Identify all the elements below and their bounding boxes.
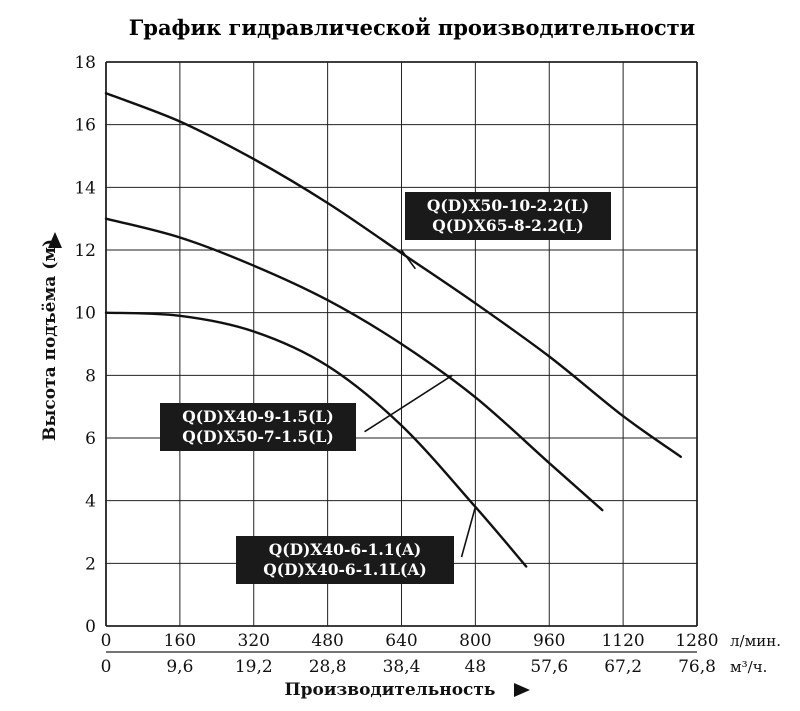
y-axis-label: Высота подъёма (м): [40, 239, 60, 441]
model-label-text: Q(D)X50-7-1.5(L): [182, 427, 333, 446]
chart-title: График гидравлической производительности: [129, 15, 695, 40]
x-tick-labels: 0 160 320 480 640 800 960 1120 1280: [101, 631, 719, 651]
y-tick-label: 18: [74, 53, 96, 73]
y-tick-label: 8: [85, 366, 96, 386]
model-label-text: Q(D)X40-6-1.1L(A): [263, 560, 426, 579]
x-unit-primary: л/мин.: [730, 632, 781, 650]
y-tick-label: 14: [74, 178, 96, 198]
x-axis-label: Производительность: [285, 680, 496, 700]
x-secondary-tick-label: 0: [101, 657, 112, 677]
x-secondary-tick-label: 38,4: [383, 657, 421, 677]
model-label-box: [160, 403, 356, 451]
x-tick-label: 1120: [601, 631, 644, 651]
series-line-3: [104, 311, 528, 568]
label-leader-2: [364, 374, 453, 433]
x-secondary-tick-labels: 0 9,6 19,2 28,8 38,4 48 57,6 67,2 76,8: [101, 651, 716, 677]
x-tick-label: 320: [238, 631, 270, 651]
model-label-box: [405, 192, 611, 240]
label-leader-3: [460, 506, 477, 558]
model-label-box: [236, 536, 454, 584]
y-tick-label: 0: [85, 617, 96, 637]
y-tick-label: 12: [74, 241, 96, 261]
x-tick-label: 160: [164, 631, 196, 651]
x-secondary-tick-label: 57,6: [530, 657, 568, 677]
y-tick-label: 6: [85, 429, 96, 449]
x-secondary-tick-label: 76,8: [678, 657, 716, 677]
series-line-1: [104, 92, 682, 458]
y-tick-label: 4: [85, 492, 96, 512]
y-tick-label: 10: [74, 304, 96, 324]
model-label-text: Q(D)X40-6-1.1(A): [269, 540, 422, 559]
x-tick-label: 480: [311, 631, 343, 651]
x-secondary-tick-label: 67,2: [604, 657, 642, 677]
y-tick-labels: 0 2 4 6 8 10 12 14 16 18: [74, 53, 96, 637]
x-unit-secondary: м³/ч.: [730, 658, 767, 676]
x-tick-label: 640: [385, 631, 417, 651]
model-label-boxes: Q(D)X50-10-2.2(L)Q(D)X65-8-2.2(L) Q(D)X40…: [160, 192, 611, 584]
x-tick-label: 1280: [675, 631, 718, 651]
y-tick-label: 16: [74, 116, 96, 136]
series-line-2: [104, 217, 604, 512]
x-axis-arrow-icon: [514, 683, 530, 697]
x-tick-label: 800: [459, 631, 491, 651]
y-tick-label: 2: [85, 554, 96, 574]
model-label-2: Q(D)X40-9-1.5(L)Q(D)X50-7-1.5(L): [160, 403, 356, 451]
label-leader-1: [400, 249, 416, 270]
model-label-text: Q(D)X65-8-2.2(L): [432, 216, 583, 235]
x-tick-label: 960: [533, 631, 565, 651]
model-label-3: Q(D)X40-6-1.1(A)Q(D)X40-6-1.1L(A): [236, 536, 454, 584]
model-label-text: Q(D)X40-9-1.5(L): [182, 407, 333, 426]
x-secondary-tick-label: 19,2: [235, 657, 273, 677]
grid: [105, 61, 698, 627]
label-leaders: [364, 249, 477, 558]
x-secondary-tick-label: 9,6: [166, 657, 193, 677]
y-axis-arrow-icon: [48, 232, 62, 248]
x-tick-label: 0: [101, 631, 112, 651]
model-label-text: Q(D)X50-10-2.2(L): [427, 196, 589, 215]
x-secondary-tick-label: 28,8: [309, 657, 347, 677]
model-label-1: Q(D)X50-10-2.2(L)Q(D)X65-8-2.2(L): [405, 192, 611, 240]
x-secondary-tick-label: 48: [465, 657, 487, 677]
curves: [104, 92, 682, 568]
